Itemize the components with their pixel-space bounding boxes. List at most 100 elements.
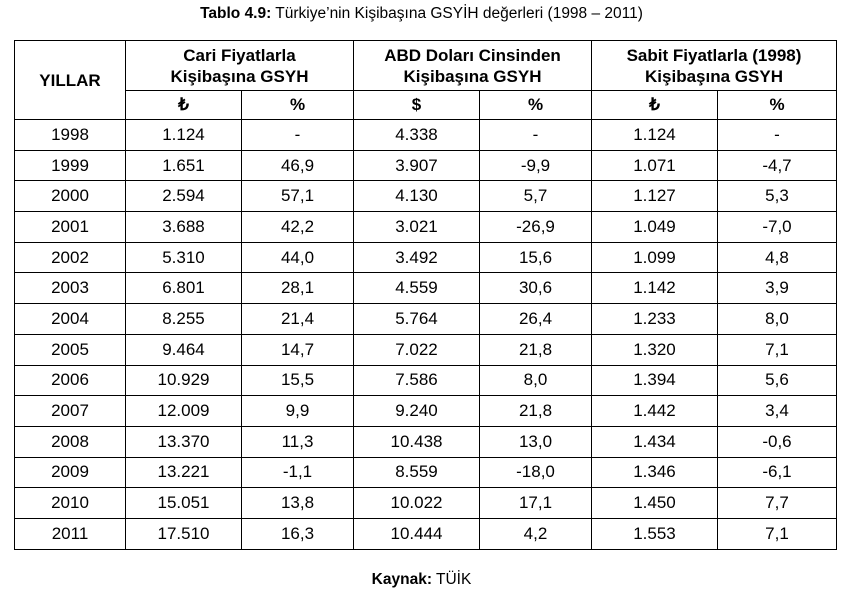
constant-pct-cell: 3,4: [717, 395, 837, 427]
current-value-cell: 1.124: [125, 119, 242, 151]
current-pct-cell: 57,1: [241, 180, 354, 213]
usd-value-cell: 4.130: [353, 180, 480, 213]
unit-lira-header: ₺: [591, 90, 718, 120]
unit-lira-header: ₺: [125, 90, 242, 120]
group-header-line1: Sabit Fiyatlarla (1998): [626, 45, 802, 65]
table-row: 2004 8.255 21,4 5.764 26,4 1.233 8,0: [14, 303, 837, 335]
constant-value-cell: 1.434: [591, 425, 718, 458]
constant-value-cell: 1.233: [591, 303, 718, 335]
current-pct-cell: 16,3: [241, 517, 354, 550]
year-cell: 2000: [14, 180, 126, 213]
year-cell: 2002: [14, 241, 126, 274]
year-cell: 2006: [14, 364, 126, 397]
table-row: 2003 6.801 28,1 4.559 30,6 1.142 3,9: [14, 272, 837, 305]
table-row: 1998 1.124-4.338-1.124-: [14, 119, 837, 151]
year-cell: 2007: [14, 395, 126, 427]
constant-pct-cell: 5,6: [717, 364, 837, 397]
constant-pct-cell: -7,0: [717, 211, 837, 243]
current-pct-cell: -1,1: [241, 456, 354, 489]
usd-pct-cell: -26,9: [479, 211, 592, 243]
unit-dollar-header: $: [353, 90, 480, 120]
current-pct-cell: 42,2: [241, 211, 354, 243]
constant-pct-cell: 4,8: [717, 241, 837, 274]
usd-pct-cell: 21,8: [479, 333, 592, 366]
usd-pct-cell: 17,1: [479, 487, 592, 519]
usd-value-cell: 4.559: [353, 272, 480, 305]
usd-pct-cell: 30,6: [479, 272, 592, 305]
current-value-cell: 2.594: [125, 180, 242, 213]
years-header: YILLAR: [14, 40, 126, 120]
current-pct-cell: 15,5: [241, 364, 354, 397]
constant-pct-cell: -: [717, 119, 837, 151]
year-cell: 1999: [14, 149, 126, 182]
group-header-line1: ABD Doları Cinsinden: [384, 45, 561, 65]
year-cell: 2010: [14, 487, 126, 519]
table-row: 2008 13.370 11,3 10.438 13,0 1.434 -0,6: [14, 425, 837, 458]
table-row: 2006 10.929 15,5 7.586 8,0 1.394 5,6: [14, 364, 837, 397]
usd-pct-cell: -18,0: [479, 456, 592, 489]
source-label: Kaynak:: [371, 571, 432, 588]
current-value-cell: 13.370: [125, 425, 242, 458]
current-value-cell: 17.510: [125, 517, 242, 550]
table-row: 2011 17.510 16,3 10.444 4,2 1.553 7,1: [14, 517, 837, 550]
usd-value-cell: 5.764: [353, 303, 480, 335]
usd-value-cell: 10.022: [353, 487, 480, 519]
year-cell: 2011: [14, 517, 126, 550]
constant-pct-cell: 8,0: [717, 303, 837, 335]
group-header-line2: Kişibaşına GSYH: [403, 66, 542, 86]
usd-pct-cell: 26,4: [479, 303, 592, 335]
caption-text: Türkiye’nin Kişibaşına GSYİH değerleri (…: [271, 5, 643, 22]
source-note: Kaynak: TÜİK: [0, 571, 843, 589]
usd-pct-cell: 15,6: [479, 241, 592, 274]
table-row: 2002 5.310 44,0 3.492 15,6 1.099 4,8: [14, 241, 837, 274]
constant-value-cell: 1.346: [591, 456, 718, 489]
table-row: 2009 13.221 -1,1 8.559 -18,0 1.346 -6,1: [14, 456, 837, 489]
unit-percent-header: %: [717, 90, 837, 120]
constant-value-cell: 1.124: [591, 119, 718, 151]
group-header-current-prices: Cari Fiyatlarla Kişibaşına GSYH: [125, 40, 354, 91]
usd-pct-cell: 13,0: [479, 425, 592, 458]
constant-value-cell: 1.394: [591, 364, 718, 397]
usd-pct-cell: 21,8: [479, 395, 592, 427]
current-pct-cell: -: [241, 119, 354, 151]
table-row: 2005 9.464 14,7 7.022 21,8 1.320 7,1: [14, 333, 837, 366]
constant-value-cell: 1.450: [591, 487, 718, 519]
constant-pct-cell: -6,1: [717, 456, 837, 489]
unit-row: ₺ % $ % ₺ %: [15, 90, 837, 120]
current-pct-cell: 13,8: [241, 487, 354, 519]
table-row: 2001 3.688 42,2 3.021 -26,9 1.049 -7,0: [14, 211, 837, 243]
gdp-table: YILLAR Cari Fiyatlarla Kişibaşına GSYH A…: [14, 40, 837, 550]
constant-pct-cell: 7,1: [717, 333, 837, 366]
table-row: 2000 2.594 57,1 4.130 5,7 1.127 5,3: [14, 180, 837, 213]
usd-pct-cell: 5,7: [479, 180, 592, 213]
constant-value-cell: 1.049: [591, 211, 718, 243]
constant-pct-cell: -4,7: [717, 149, 837, 182]
constant-value-cell: 1.553: [591, 517, 718, 550]
current-pct-cell: 11,3: [241, 425, 354, 458]
current-value-cell: 1.651: [125, 149, 242, 182]
year-cell: 2008: [14, 425, 126, 458]
header-row: YILLAR Cari Fiyatlarla Kişibaşına GSYH A…: [14, 40, 837, 120]
group-header-usd: ABD Doları Cinsinden Kişibaşına GSYH: [353, 40, 592, 91]
constant-pct-cell: 3,9: [717, 272, 837, 305]
current-value-cell: 8.255: [125, 303, 242, 335]
current-pct-cell: 9,9: [241, 395, 354, 427]
table-row: 2010 15.051 13,8 10.022 17,1 1.450 7,7: [14, 487, 837, 519]
usd-pct-cell: 4,2: [479, 517, 592, 550]
current-value-cell: 10.929: [125, 364, 242, 397]
constant-pct-cell: 7,7: [717, 487, 837, 519]
usd-pct-cell: -: [479, 119, 592, 151]
constant-pct-cell: -0,6: [717, 425, 837, 458]
current-pct-cell: 21,4: [241, 303, 354, 335]
unit-percent-header: %: [241, 90, 354, 120]
constant-value-cell: 1.071: [591, 149, 718, 182]
year-cell: 2003: [14, 272, 126, 305]
usd-value-cell: 9.240: [353, 395, 480, 427]
current-value-cell: 12.009: [125, 395, 242, 427]
year-cell: 2005: [14, 333, 126, 366]
table-body: 1998 1.124-4.338-1.124-1999 1.651 46,9 3.907…: [14, 119, 837, 550]
usd-value-cell: 3.907: [353, 149, 480, 182]
source-text: TÜİK: [431, 571, 472, 588]
current-value-cell: 5.310: [125, 241, 242, 274]
constant-value-cell: 1.442: [591, 395, 718, 427]
